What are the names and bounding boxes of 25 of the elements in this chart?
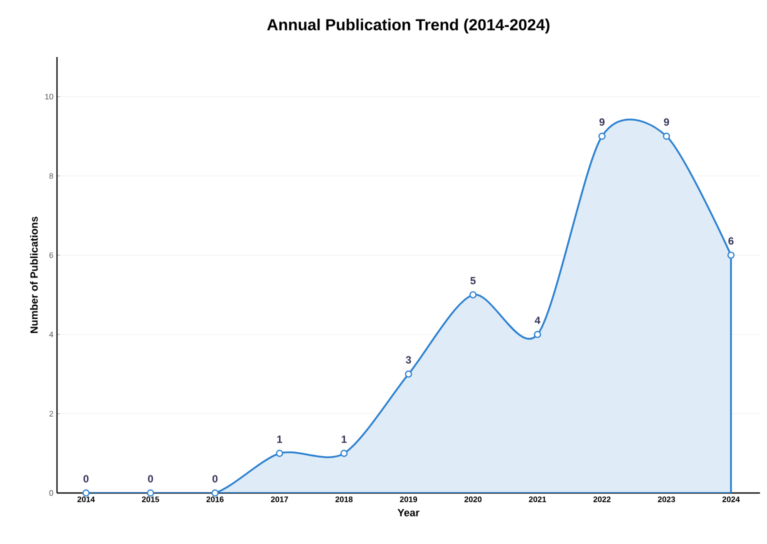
point — [82, 489, 90, 497]
data-label: 6 — [728, 237, 734, 245]
point — [276, 450, 284, 457]
point — [404, 370, 412, 378]
data-label: 0 — [148, 475, 153, 482]
point — [598, 132, 606, 140]
data-label: 5 — [470, 277, 476, 284]
chart-title: Annual Publication Trend (2014-2024) — [267, 18, 550, 34]
point — [662, 132, 670, 140]
data-label: 1 — [342, 436, 347, 443]
point — [340, 450, 348, 457]
y-axis-title: Number of Publications — [30, 216, 38, 333]
data-label: 4 — [534, 316, 540, 324]
data-label: 0 — [84, 475, 89, 482]
data-label: 3 — [406, 356, 412, 364]
data-label: 0 — [212, 475, 218, 482]
data-label: 1 — [277, 436, 282, 443]
point — [534, 330, 542, 338]
data-label: 9 — [599, 118, 605, 126]
point — [211, 489, 219, 497]
point — [469, 291, 477, 298]
point — [727, 252, 735, 259]
data-label: 9 — [664, 118, 670, 126]
x-axis-title: Year — [398, 509, 420, 516]
point — [146, 489, 154, 497]
